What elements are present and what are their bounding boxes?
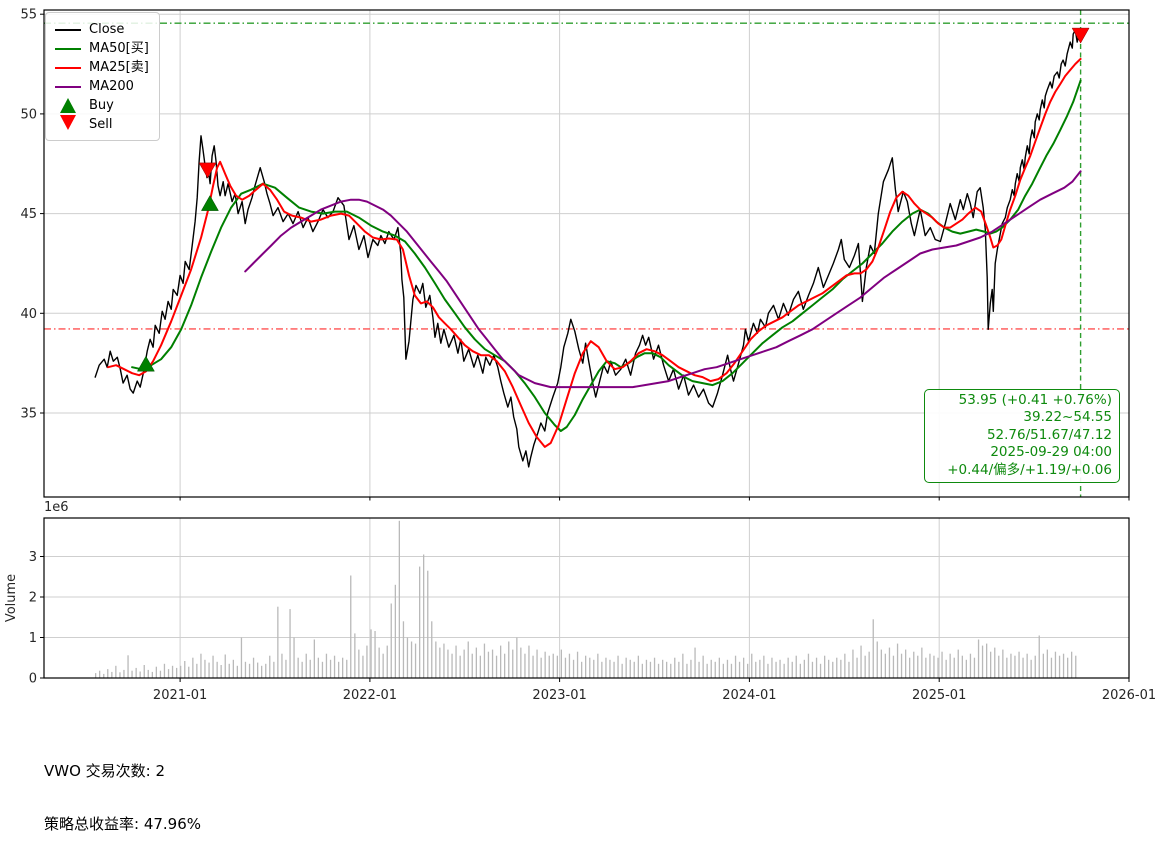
svg-text:Volume: Volume <box>4 574 19 622</box>
strategy-return: 策略总收益率: 47.96% <box>44 814 202 833</box>
legend-item-label: Close <box>89 22 125 37</box>
legend-item-ma50: MA50[买] <box>55 39 149 58</box>
sell-triangle-icon <box>60 115 76 130</box>
legend-item-label: Sell <box>89 117 113 132</box>
ma25-line-swatch <box>55 66 81 69</box>
legend-item-ma25: MA25[卖] <box>55 58 149 77</box>
svg-text:2022-01: 2022-01 <box>343 688 397 703</box>
legend-item-label: Buy <box>89 98 114 113</box>
chart-canvas: 35 40 45 50 55 0 1 2 3 2021-01 2022-01 2023-01 2024-… <box>4 8 1156 703</box>
annotation-date-line: 2025-09-29 04:00 <box>990 444 1112 461</box>
legend-item-ma200: MA200 <box>55 77 149 96</box>
svg-text:2021-01: 2021-01 <box>153 688 207 703</box>
svg-text:1e6: 1e6 <box>44 500 69 515</box>
annotation-price-line: 53.95 (+0.41 +0.76%) <box>958 392 1112 408</box>
ma200-line-swatch <box>55 85 81 88</box>
svg-text:35: 35 <box>20 407 37 422</box>
svg-text:2026-01: 2026-01 <box>1102 688 1156 703</box>
svg-text:2024-01: 2024-01 <box>722 688 776 703</box>
legend-item-close: Close <box>55 20 149 39</box>
svg-text:55: 55 <box>20 8 37 23</box>
annotation-signal-line: +0.44/偏多/+1.19/+0.06 <box>947 461 1112 478</box>
svg-text:3: 3 <box>29 550 37 565</box>
annotation-range-line: 39.22~54.55 <box>1023 409 1112 426</box>
svg-text:45: 45 <box>20 207 37 222</box>
legend: Close MA50[买] MA25[卖] MA200 Buy Sell <box>45 12 160 141</box>
legend-item-label: MA50[买] <box>89 41 149 56</box>
symbol-trades-count: VWO 交易次数: 2 <box>44 762 166 780</box>
svg-text:50: 50 <box>20 107 37 122</box>
annotation-ma-line: 52.76/51.67/47.12 <box>986 426 1112 443</box>
strategy-summary: VWO 交易次数: 2 策略总收益率: 47.96% 长期持有收益: 42.76… <box>44 728 534 860</box>
buy-triangle-icon <box>60 98 76 113</box>
svg-text:2025-01: 2025-01 <box>912 688 966 703</box>
svg-text:0: 0 <box>29 672 37 687</box>
svg-text:2023-01: 2023-01 <box>532 688 586 703</box>
legend-item-sell: Sell <box>55 115 149 134</box>
quote-annotation: 53.95 (+0.41 +0.76%) 39.22~54.55 52.76/5… <box>924 389 1120 484</box>
svg-text:1: 1 <box>29 631 37 646</box>
legend-item-buy: Buy <box>55 96 149 115</box>
svg-text:2: 2 <box>29 591 37 606</box>
legend-item-label: MA25[卖] <box>89 60 149 75</box>
legend-item-label: MA200 <box>89 79 134 94</box>
ma50-line-swatch <box>55 47 81 50</box>
close-line-swatch <box>55 28 81 31</box>
svg-text:40: 40 <box>20 307 37 322</box>
